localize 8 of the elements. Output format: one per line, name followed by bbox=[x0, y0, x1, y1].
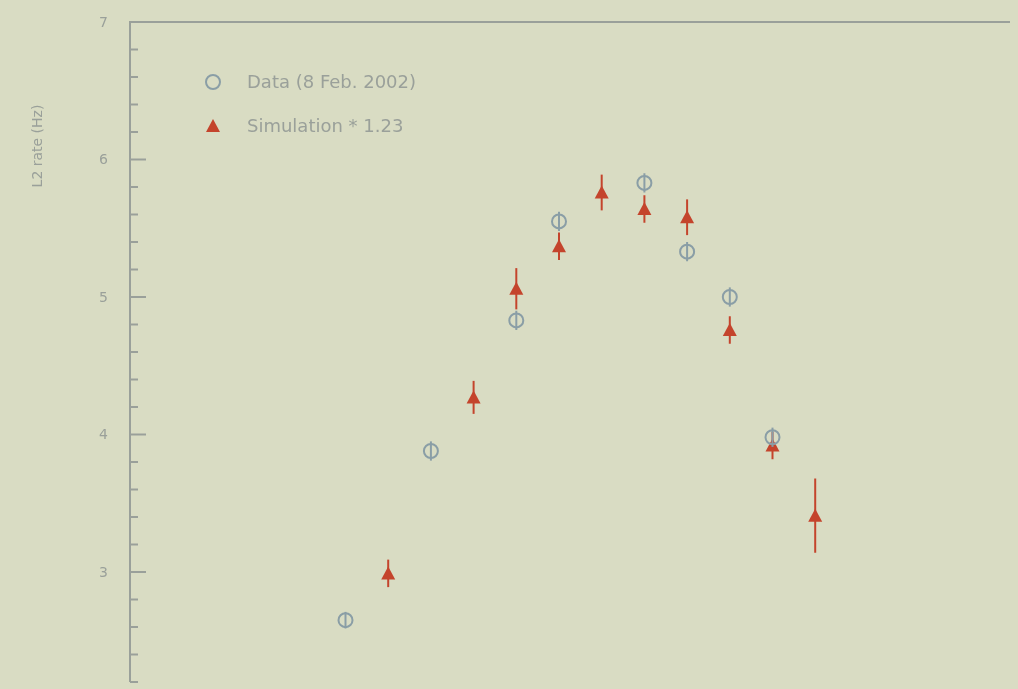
y-tick-label: 7 bbox=[99, 13, 108, 30]
y-tick-label: 4 bbox=[99, 426, 109, 443]
y-tick-label: 6 bbox=[99, 151, 109, 168]
y-tick-label: 5 bbox=[99, 288, 108, 305]
legend-label: Data (8 Feb. 2002) bbox=[247, 71, 417, 93]
y-axis-title: L2 rate (Hz) bbox=[29, 104, 45, 188]
legend-label: Simulation * 1.23 bbox=[247, 115, 404, 137]
y-tick-label: 3 bbox=[99, 563, 108, 580]
